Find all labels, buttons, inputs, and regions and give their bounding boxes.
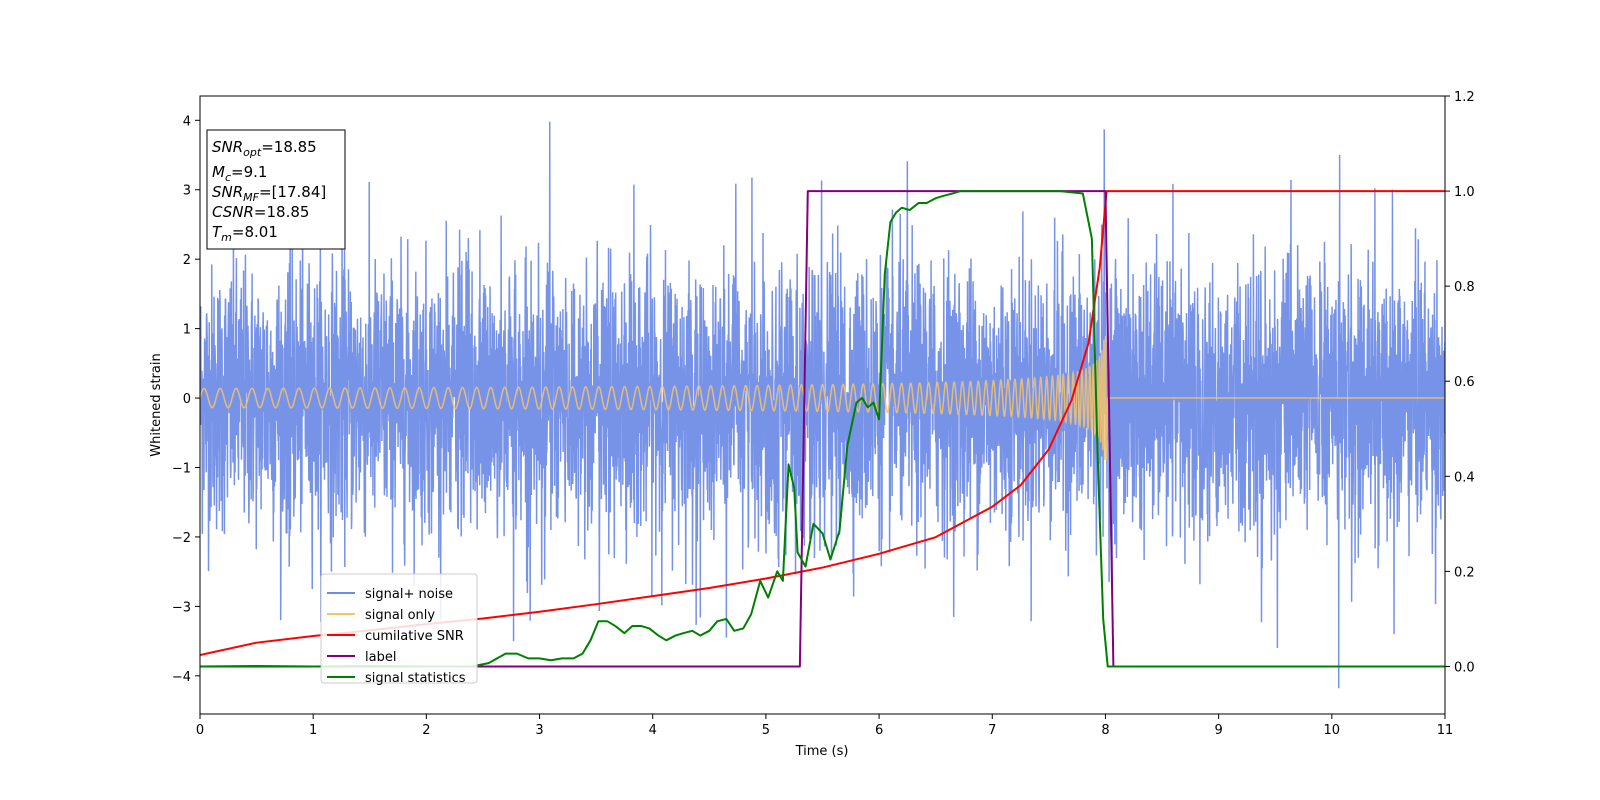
y-right-tick-label: 1.2	[1454, 90, 1475, 105]
annotation-lines: SNRopt=18.85 Mc=9.1SNRMF=[17.84]CSNR=18.8…	[212, 138, 326, 244]
y-left-tick-label: −1	[172, 461, 191, 476]
y-axis-right: 1.2 1.0 0.8 0.6 0.4 0.2 0.0	[1445, 90, 1475, 675]
y-left-tick-label: −4	[172, 670, 191, 685]
y-left-tick-label: −3	[172, 600, 191, 615]
legend: signal+ noise signal only cumilative SNR la…	[320, 573, 478, 686]
x-tick-label: 11	[1437, 723, 1454, 738]
x-tick-label: 10	[1324, 723, 1341, 738]
y-left-tick-label: 3	[183, 184, 191, 199]
y-axis-left: 4 3 2 1 0 −1 −2 −3 −4	[172, 114, 200, 685]
x-axis: 0 1 2 3 4 5 6 7 8 9 10 11	[196, 714, 1453, 738]
y-right-tick-label: 0.6	[1454, 375, 1475, 390]
annotation-line: SNRopt=18.85	[212, 138, 317, 159]
y-right-tick-label: 0.8	[1454, 280, 1475, 295]
y-left-tick-label: 1	[183, 323, 191, 338]
x-tick-label: 3	[535, 723, 543, 738]
x-tick-label: 4	[649, 723, 657, 738]
x-axis-label: Time (s)	[795, 744, 849, 759]
series-signal-only-line	[200, 336, 1445, 461]
annotation-line: Mc=9.1	[212, 163, 267, 184]
legend-label: cumilative SNR	[365, 629, 464, 644]
y-right-tick-label: 0.2	[1454, 565, 1475, 580]
series-signal-noise-line	[200, 121, 1445, 689]
y-left-tick-label: 0	[183, 392, 191, 407]
legend-label: label	[365, 650, 396, 665]
legend-label: signal statistics	[365, 671, 466, 686]
x-tick-label: 1	[309, 723, 317, 738]
y-left-tick-label: −2	[172, 531, 191, 546]
y-left-tick-label: 4	[183, 114, 191, 129]
x-tick-label: 9	[1214, 723, 1222, 738]
annotation-line: SNRMF=[17.84]	[212, 183, 326, 204]
x-tick-label: 8	[1101, 723, 1109, 738]
y-right-tick-label: 0.4	[1454, 470, 1475, 485]
x-tick-label: 0	[196, 723, 204, 738]
y-axis-label: Whitened strain	[149, 353, 164, 456]
x-tick-label: 6	[875, 723, 883, 738]
annotation-line: Tm=8.01	[212, 223, 278, 244]
annotation-box: SNRopt=18.85 Mc=9.1SNRMF=[17.84]CSNR=18.8…	[206, 129, 346, 250]
y-right-tick-label: 1.0	[1454, 185, 1475, 200]
legend-label: signal only	[365, 608, 435, 623]
x-tick-label: 5	[762, 723, 770, 738]
x-tick-label: 7	[988, 723, 996, 738]
legend-label: signal+ noise	[365, 587, 453, 602]
x-tick-label: 2	[422, 723, 430, 738]
y-left-tick-label: 2	[183, 253, 191, 268]
legend-items: signal+ noise signal only cumilative SNR la…	[327, 587, 466, 686]
annotation-line: CSNR=18.85	[212, 203, 309, 221]
y-right-tick-label: 0.0	[1454, 660, 1475, 675]
plot-frame	[199, 95, 1446, 715]
series-signal-statistics-line	[200, 190, 1445, 668]
